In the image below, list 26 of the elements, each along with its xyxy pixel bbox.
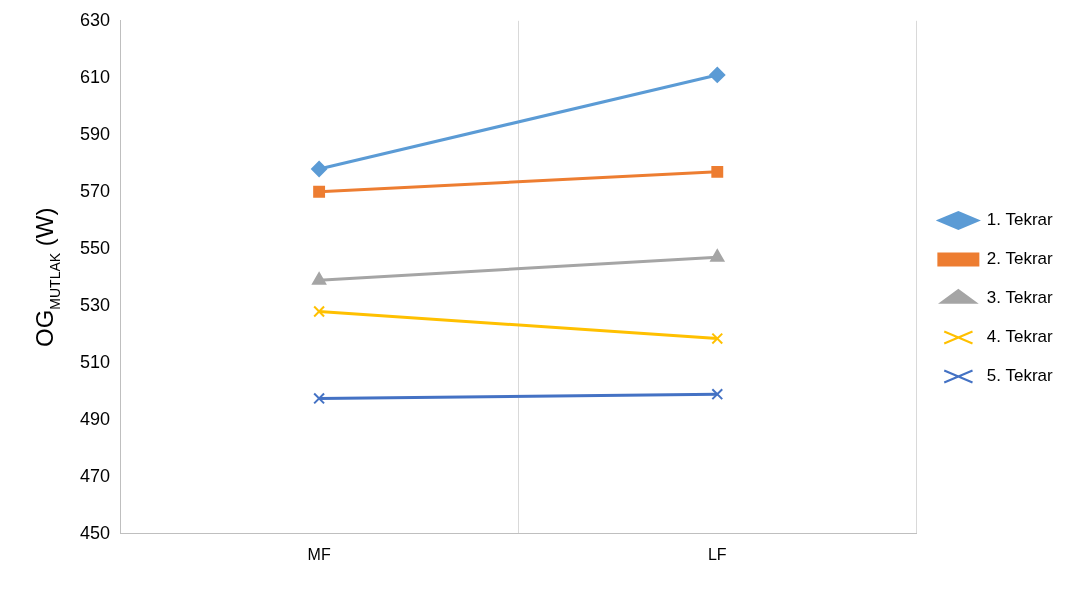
x-tick-label: LF xyxy=(707,545,727,563)
y-tick-label: 510 xyxy=(79,351,111,372)
x-tick-label: MF xyxy=(307,545,331,563)
point xyxy=(313,305,326,318)
y-tick-label: 610 xyxy=(79,66,111,87)
y-axis-title: OGMUTLAK (W) xyxy=(31,207,63,348)
y-tick-label: 630 xyxy=(79,9,111,30)
point xyxy=(313,392,326,405)
point xyxy=(711,165,724,178)
point xyxy=(711,388,724,401)
legend-label: 1. Tekrar xyxy=(986,210,1054,230)
y-tick-label: 590 xyxy=(79,123,111,144)
point xyxy=(311,161,328,177)
legend-label: 3. Tekrar xyxy=(986,288,1054,308)
point xyxy=(313,185,326,198)
y-tick-label: 450 xyxy=(79,522,111,543)
y-tick-label: 550 xyxy=(79,237,111,258)
y-tick-label: 570 xyxy=(79,180,111,201)
y-tick-label: 490 xyxy=(79,408,111,429)
y-tick-label: 530 xyxy=(79,294,111,315)
legend-label: 4. Tekrar xyxy=(986,327,1054,347)
legend-label: 5. Tekrar xyxy=(986,366,1054,386)
legend-label: 2. Tekrar xyxy=(986,249,1054,269)
point xyxy=(711,332,724,345)
y-tick-label: 470 xyxy=(79,465,111,486)
point xyxy=(709,66,726,83)
